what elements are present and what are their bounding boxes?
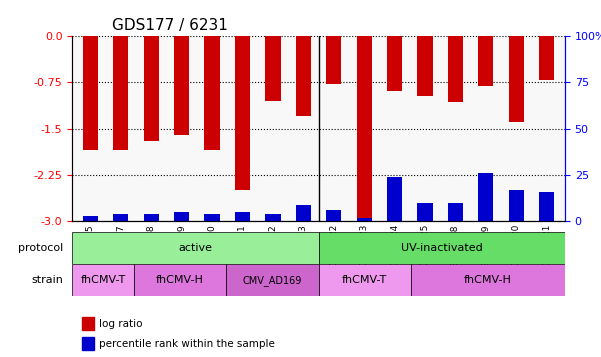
Bar xyxy=(387,177,402,221)
FancyBboxPatch shape xyxy=(72,232,319,264)
Bar xyxy=(83,36,98,150)
Bar xyxy=(387,36,402,91)
Bar xyxy=(356,36,372,221)
Bar xyxy=(144,214,159,221)
Bar xyxy=(235,36,250,190)
Bar xyxy=(448,203,463,221)
Bar xyxy=(204,214,219,221)
Bar xyxy=(418,203,433,221)
Bar xyxy=(478,173,493,221)
Bar xyxy=(539,36,554,80)
Bar xyxy=(326,210,341,221)
Bar xyxy=(265,36,281,101)
Bar xyxy=(265,214,281,221)
FancyBboxPatch shape xyxy=(411,264,565,296)
Bar xyxy=(144,36,159,141)
Text: log ratio: log ratio xyxy=(99,318,142,328)
Bar xyxy=(174,212,189,221)
Bar xyxy=(82,317,94,330)
Bar xyxy=(508,36,524,122)
Text: fhCMV-T: fhCMV-T xyxy=(81,275,126,285)
Bar xyxy=(296,36,311,116)
Text: percentile rank within the sample: percentile rank within the sample xyxy=(99,338,275,348)
Bar xyxy=(113,214,129,221)
Bar xyxy=(508,190,524,221)
Bar xyxy=(82,337,94,350)
Bar xyxy=(478,36,493,86)
Text: GDS177 / 6231: GDS177 / 6231 xyxy=(112,18,227,33)
Bar xyxy=(113,36,129,150)
Bar xyxy=(204,36,219,150)
Text: active: active xyxy=(178,243,212,253)
Bar xyxy=(326,36,341,84)
Text: UV-inactivated: UV-inactivated xyxy=(401,243,483,253)
Text: protocol: protocol xyxy=(17,243,63,253)
Bar xyxy=(296,205,311,221)
Text: fhCMV-T: fhCMV-T xyxy=(342,275,388,285)
FancyBboxPatch shape xyxy=(72,264,133,296)
Text: CMV_AD169: CMV_AD169 xyxy=(243,275,302,286)
Bar xyxy=(83,216,98,221)
Bar xyxy=(448,36,463,102)
FancyBboxPatch shape xyxy=(319,264,411,296)
Bar xyxy=(418,36,433,96)
Text: fhCMV-H: fhCMV-H xyxy=(156,275,204,285)
FancyBboxPatch shape xyxy=(226,264,319,296)
Text: strain: strain xyxy=(31,275,63,285)
FancyBboxPatch shape xyxy=(133,264,226,296)
Bar xyxy=(174,36,189,135)
Bar xyxy=(539,192,554,221)
Bar xyxy=(235,212,250,221)
Bar xyxy=(356,218,372,221)
FancyBboxPatch shape xyxy=(319,232,565,264)
Text: fhCMV-H: fhCMV-H xyxy=(464,275,512,285)
